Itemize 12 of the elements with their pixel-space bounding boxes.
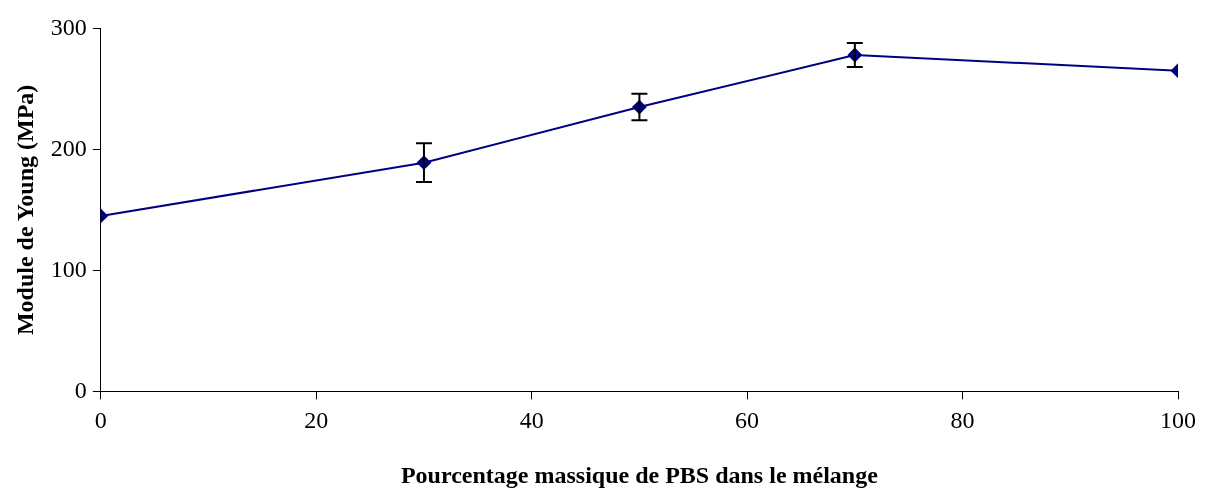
x-tick-label: 80 xyxy=(950,407,975,434)
y-tick-label: 200 xyxy=(50,134,87,161)
y-axis-title: Module de Young (MPa) xyxy=(11,84,38,336)
x-tick-label: 40 xyxy=(519,407,544,434)
y-tick-label: 0 xyxy=(74,376,87,403)
x-tick-label: 60 xyxy=(735,407,760,434)
x-tick-label: 100 xyxy=(1160,407,1196,434)
x-tick-label: 20 xyxy=(304,407,329,434)
x-tick-label: 0 xyxy=(94,407,107,434)
y-tick-label: 100 xyxy=(50,255,87,282)
y-tick-label: 300 xyxy=(50,13,87,40)
x-axis-title: Pourcentage massique de PBS dans le mélange xyxy=(400,461,879,488)
